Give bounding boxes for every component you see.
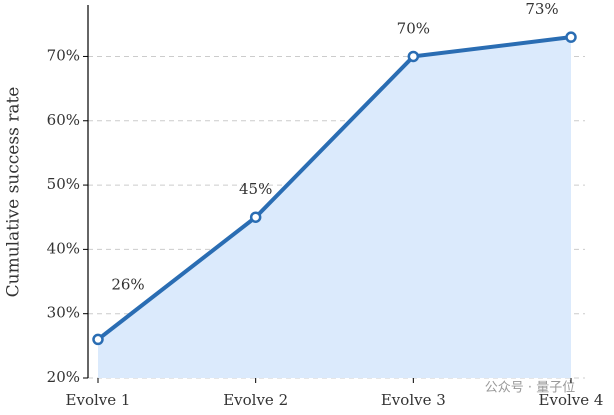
point — [407, 50, 420, 63]
point — [92, 333, 104, 346]
point — [565, 31, 577, 43]
line — [96, 35, 572, 341]
y-axis-label: Cumulative success rate — [4, 87, 24, 298]
value-label: 26% — [111, 275, 144, 293]
y-tick-label: 40% — [47, 239, 80, 257]
y-tick-label: 20% — [47, 368, 80, 386]
y-tick-label: 70% — [47, 46, 80, 64]
y-tick-label: 50% — [47, 175, 80, 193]
x-tick-label: Evolve 2 — [223, 391, 288, 409]
point — [249, 211, 262, 223]
x-tick-label: Evolve 1 — [66, 391, 131, 409]
y-tick-label: 60% — [47, 111, 80, 129]
x-tick-label: Evolve 4 — [539, 391, 604, 409]
x-tick-label: Evolve 3 — [381, 391, 446, 409]
watermark: 公众号 · 量子位 — [485, 381, 575, 396]
value-label: 45% — [239, 180, 272, 198]
y-tick-label: 30% — [47, 304, 80, 322]
value-label: 70% — [397, 19, 430, 37]
area — [98, 37, 571, 378]
value-label: 73% — [525, 0, 558, 18]
